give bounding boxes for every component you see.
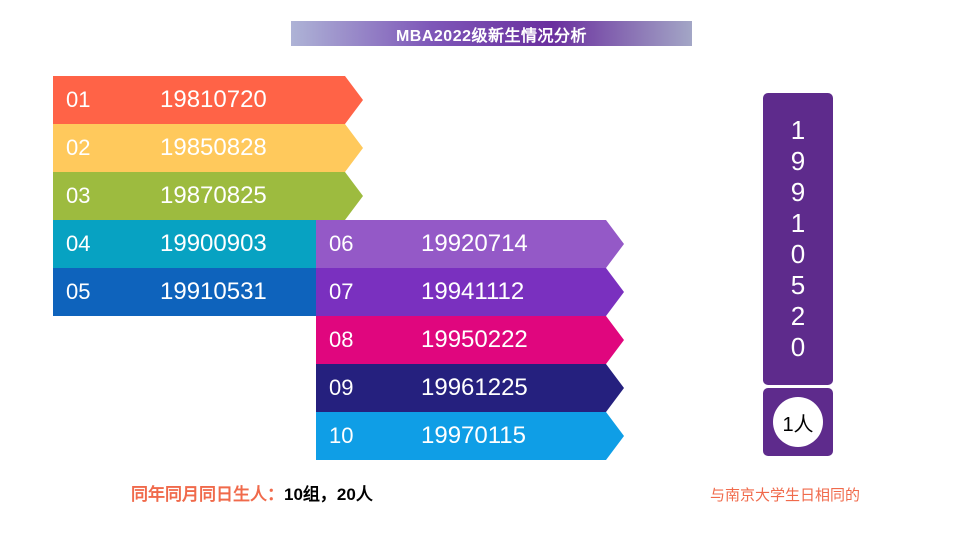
same-birthday-value: 10组，20人 <box>284 485 373 504</box>
birthdate-row: 07 19941112 <box>316 268 624 316</box>
row-date: 19950222 <box>421 326 528 353</box>
university-date-panel: 1 9 9 1 0 5 2 0 <box>763 93 833 385</box>
row-date: 19870825 <box>160 182 267 209</box>
date-digit: 1 <box>790 115 806 145</box>
same-birthday-label: 同年同月同日生人： <box>131 485 284 504</box>
same-birthday-summary: 同年同月同日生人：10组，20人 <box>131 480 373 505</box>
row-index: 04 <box>66 231 91 256</box>
page-title: MBA2022级新生情况分析 <box>291 21 692 46</box>
row-date: 19941112 <box>421 278 525 305</box>
row-index: 03 <box>66 183 91 208</box>
birthdate-row: 10 19970115 <box>316 412 624 460</box>
birthdate-row: 09 19961225 <box>316 364 624 412</box>
row-index: 09 <box>329 375 354 400</box>
birthdate-row: 08 19950222 <box>316 316 624 364</box>
row-date: 19920714 <box>421 230 528 257</box>
row-date: 19970115 <box>421 422 526 449</box>
row-date: 19910531 <box>160 278 267 305</box>
university-note: 与南京大学生日相同的 <box>710 487 861 504</box>
row-date: 19850828 <box>160 134 267 161</box>
university-count-box: 1人 <box>763 388 833 456</box>
date-digit: 0 <box>790 332 806 362</box>
birthdate-row: 02 19850828 <box>53 124 363 172</box>
row-date: 19961225 <box>421 374 528 401</box>
row-date: 19900903 <box>160 230 267 257</box>
row-index: 05 <box>66 279 91 304</box>
birthdate-row: 01 19810720 <box>53 76 363 124</box>
university-count: 1人 <box>773 397 823 447</box>
date-digit: 9 <box>790 177 806 207</box>
date-digit: 5 <box>790 270 806 300</box>
birthdate-row: 03 19870825 <box>53 172 363 220</box>
date-digit: 2 <box>790 301 806 331</box>
date-digit: 1 <box>790 208 806 238</box>
birthdate-row: 06 19920714 <box>316 220 624 268</box>
row-index: 01 <box>66 87 91 112</box>
row-index: 07 <box>329 279 354 304</box>
row-index: 10 <box>329 423 354 448</box>
date-digit: 9 <box>790 146 806 176</box>
row-date: 19810720 <box>160 86 267 113</box>
birthdate-row: 04 19900903 <box>53 220 363 268</box>
date-digit: 0 <box>790 239 806 269</box>
birthdate-row: 05 19910531 <box>53 268 363 316</box>
row-index: 08 <box>329 327 354 352</box>
row-index: 02 <box>66 135 91 160</box>
row-index: 06 <box>329 231 354 256</box>
